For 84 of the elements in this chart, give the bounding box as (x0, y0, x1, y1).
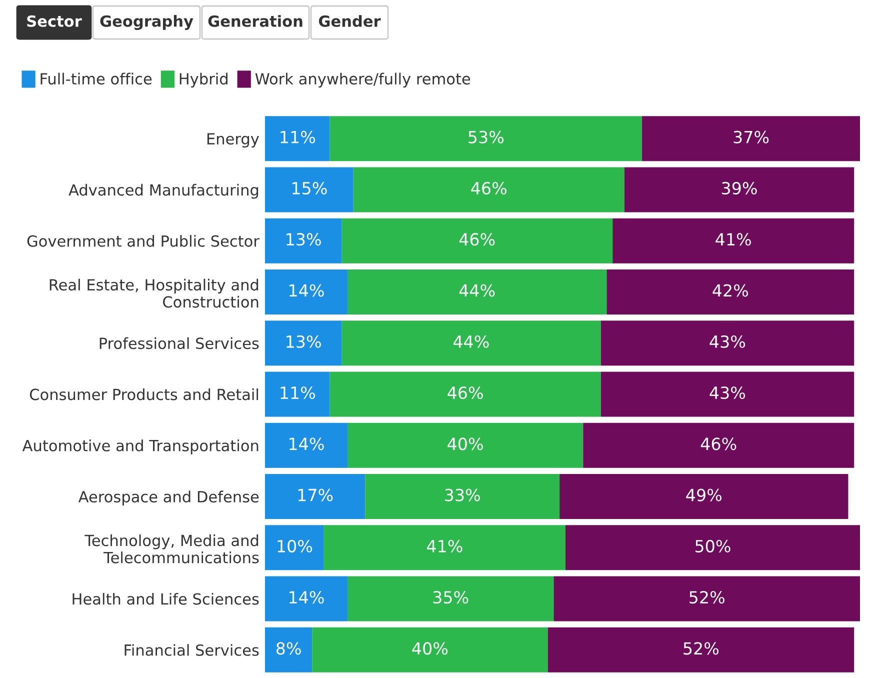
data-label: 42% (712, 284, 748, 297)
data-label: 10% (278, 540, 312, 552)
bar (330, 116, 642, 162)
text: Sector (27, 15, 82, 27)
data-label: 17% (298, 488, 333, 502)
bar (347, 422, 584, 468)
data-label: 43% (710, 335, 746, 348)
data-label: 13% (286, 233, 321, 246)
bar (265, 474, 366, 519)
data-label: 14% (290, 284, 324, 297)
bar (265, 269, 348, 314)
y-tick-label: Aerospace and Defense (78, 490, 259, 506)
data-label: 37% (734, 130, 769, 144)
text: Generation (208, 15, 302, 27)
bar (347, 269, 607, 314)
data-label: 40% (412, 642, 448, 655)
bar (265, 116, 330, 162)
bar (265, 320, 342, 366)
data-label: 13% (286, 335, 321, 348)
data-label: 53% (468, 130, 504, 144)
y-tick-label: Energy (207, 133, 259, 148)
data-label: 41% (426, 540, 462, 552)
data-label: 46% (471, 182, 506, 195)
data-label: 44% (453, 335, 489, 348)
data-label: 41% (716, 233, 751, 246)
y-tick-label: Financial Services (124, 644, 259, 656)
data-label: 50% (695, 540, 730, 552)
bar (624, 167, 854, 212)
data-label: 39% (722, 182, 757, 195)
data-label: 15% (292, 182, 327, 195)
y-tick-label: Professional Services (100, 337, 259, 350)
y-tick-label: Technology, Media and Telecommunications (84, 534, 259, 564)
bar (612, 218, 854, 264)
bar (565, 525, 860, 570)
bar (265, 422, 348, 468)
data-label: 52% (690, 590, 724, 604)
bar (548, 627, 854, 672)
data-label: 52% (684, 642, 719, 655)
bar (642, 116, 860, 162)
bar (265, 218, 342, 264)
data-label: 14% (290, 590, 324, 604)
text: Geography (100, 15, 194, 30)
bar (265, 372, 330, 417)
data-label: 35% (433, 590, 468, 604)
bar (330, 372, 601, 417)
legend-label: Full-time office (40, 72, 152, 85)
data-label: 43% (710, 386, 746, 400)
data-label: 14% (290, 438, 324, 450)
y-tick-label: Advanced Manufacturing (68, 184, 258, 199)
data-label: 46% (700, 438, 736, 450)
data-label: 46% (459, 233, 495, 246)
y-tick-label: Government and Public Sector (27, 235, 260, 247)
y-tick-label: Automotive and Transportation (22, 440, 258, 454)
data-label: 49% (686, 488, 722, 502)
bar (265, 167, 354, 212)
bar (606, 269, 854, 314)
text: Gender (318, 15, 381, 27)
y-tick-label: Health and Life Sciences (72, 592, 259, 605)
y-tick-label: Consumer Products and Retail (30, 388, 258, 400)
y-tick-label: Real Estate, Hospitality and Construction (50, 278, 258, 308)
data-label: 8% (276, 642, 301, 655)
bar (324, 525, 566, 570)
data-label: 44% (459, 284, 495, 297)
bar (265, 627, 312, 672)
bar (365, 474, 560, 519)
legend-label: Hybrid (180, 72, 228, 88)
bar (342, 320, 601, 366)
bar (347, 576, 554, 622)
data-label: 40% (448, 438, 483, 450)
bar (312, 627, 548, 672)
bar (554, 576, 860, 622)
data-label: 33% (445, 488, 480, 502)
data-label: 46% (448, 386, 483, 400)
data-label: 11% (280, 386, 316, 400)
bar (342, 218, 613, 264)
data-label: 11% (280, 130, 316, 144)
bar (583, 422, 854, 468)
bar (265, 525, 324, 570)
legend-label: Work anywhere/fully remote (255, 72, 470, 88)
bar (560, 474, 848, 519)
bar (600, 372, 854, 417)
bar (265, 576, 348, 622)
bar (600, 320, 854, 366)
bar (353, 167, 624, 212)
